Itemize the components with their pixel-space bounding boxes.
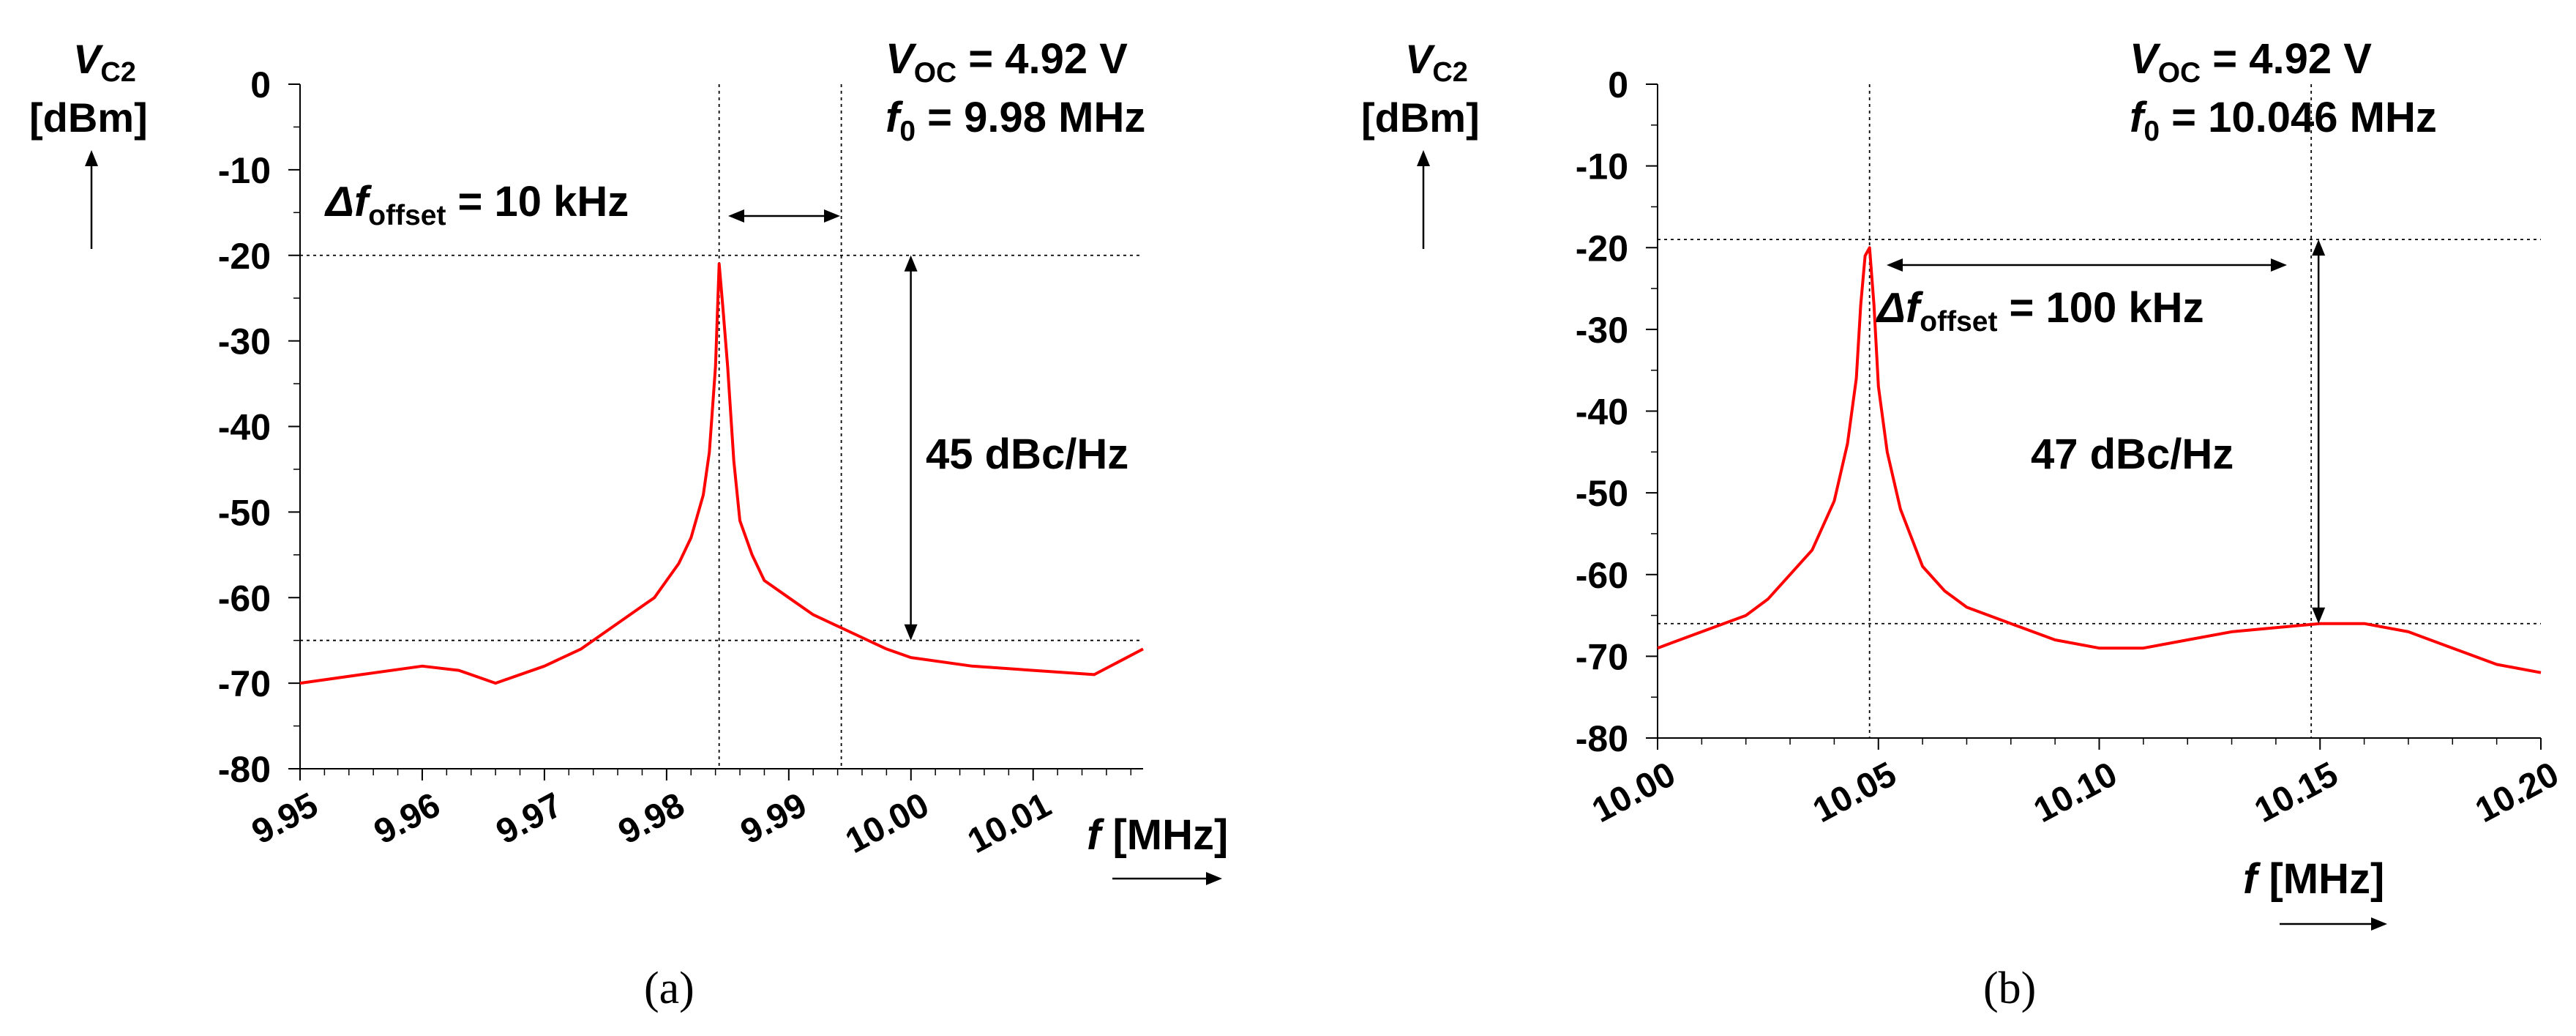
dbc-annotation: 47 dBc/Hz — [2031, 431, 2234, 478]
x-axis-label: f [MHz] — [1087, 811, 1228, 859]
offset-arrowhead-right — [2271, 258, 2287, 272]
y-axis-symbol: VC2 — [1405, 36, 1468, 88]
y-axis-unit: [dBm] — [1361, 94, 1480, 141]
y-tick-label: -20 — [218, 236, 271, 277]
y-tick-label: -80 — [1576, 718, 1628, 759]
x-tick-label: 9.96 — [368, 786, 446, 852]
voc-annotation: VOC = 4.92 V — [886, 35, 1128, 89]
y-tick-label: -70 — [1576, 636, 1628, 677]
y-tick-label: -20 — [1576, 228, 1628, 269]
y-tick-label: -60 — [218, 578, 271, 619]
x-tick-label: 9.99 — [735, 786, 813, 852]
offset-arrowhead-right — [824, 209, 840, 223]
x-tick-label: 10.15 — [2248, 755, 2344, 830]
dbc-arrowhead-bottom — [2312, 607, 2326, 624]
offset-annotation: Δfoffset = 100 kHz — [1876, 284, 2204, 338]
offset-arrowhead-left — [1887, 258, 1903, 272]
spectrum-series-line — [1657, 246, 2542, 674]
x-tick-label: 10.05 — [1807, 755, 1903, 830]
y-tick-label: -30 — [1576, 310, 1628, 351]
chart-panel-a: 0 -10 -20 -30 -40 -50 -60 -70 -809.95 9.96 9.97 9.9… — [29, 35, 1228, 1013]
y-axis-arrowhead — [85, 150, 98, 166]
x-tick-label: 10.00 — [1586, 755, 1682, 830]
y-axis-symbol: VC2 — [73, 36, 136, 88]
voc-annotation: VOC = 4.92 V — [2130, 35, 2372, 89]
y-tick-label: -70 — [218, 663, 271, 704]
f0-annotation: f0 = 10.046 MHz — [2130, 94, 2437, 147]
y-tick-label: -50 — [1576, 473, 1628, 514]
x-tick-label: 10.10 — [2028, 755, 2124, 830]
y-tick-label: -10 — [1576, 146, 1628, 187]
x-tick-label: 10.20 — [2469, 755, 2565, 830]
y-tick-label: 0 — [250, 64, 271, 105]
y-tick-label: -40 — [218, 407, 271, 448]
panel-caption: (b) — [1983, 964, 2036, 1013]
dbc-arrowhead-bottom — [904, 624, 918, 641]
x-axis-arrowhead — [2371, 917, 2387, 931]
spectrum-series-line — [299, 262, 1144, 685]
dbc-arrowhead-top — [2312, 239, 2326, 256]
y-tick-label: -10 — [218, 150, 271, 191]
x-tick-label: 9.97 — [490, 786, 569, 852]
y-axis-unit: [dBm] — [29, 94, 148, 141]
y-tick-label: -30 — [218, 321, 271, 362]
y-tick-label: 0 — [1608, 64, 1628, 105]
x-tick-label: 10.00 — [839, 786, 935, 861]
f0-annotation: f0 = 9.98 MHz — [886, 94, 1145, 147]
x-tick-label: 9.95 — [246, 786, 324, 852]
x-tick-label: 9.98 — [613, 786, 691, 852]
y-tick-label: -60 — [1576, 555, 1628, 596]
y-tick-label: -50 — [218, 492, 271, 533]
dbc-annotation: 45 dBc/Hz — [926, 431, 1128, 478]
y-axis-arrowhead — [1417, 150, 1430, 166]
offset-arrowhead-left — [728, 209, 744, 223]
panel-caption: (a) — [644, 964, 694, 1013]
dbc-arrowhead-top — [904, 255, 918, 272]
x-axis-arrowhead — [1206, 872, 1222, 885]
offset-annotation: Δfoffset = 10 kHz — [324, 178, 629, 231]
x-tick-label: 10.01 — [962, 786, 1057, 861]
y-tick-label: -40 — [1576, 392, 1628, 433]
y-tick-label: -80 — [218, 749, 271, 790]
x-axis-label: f [MHz] — [2243, 855, 2384, 903]
